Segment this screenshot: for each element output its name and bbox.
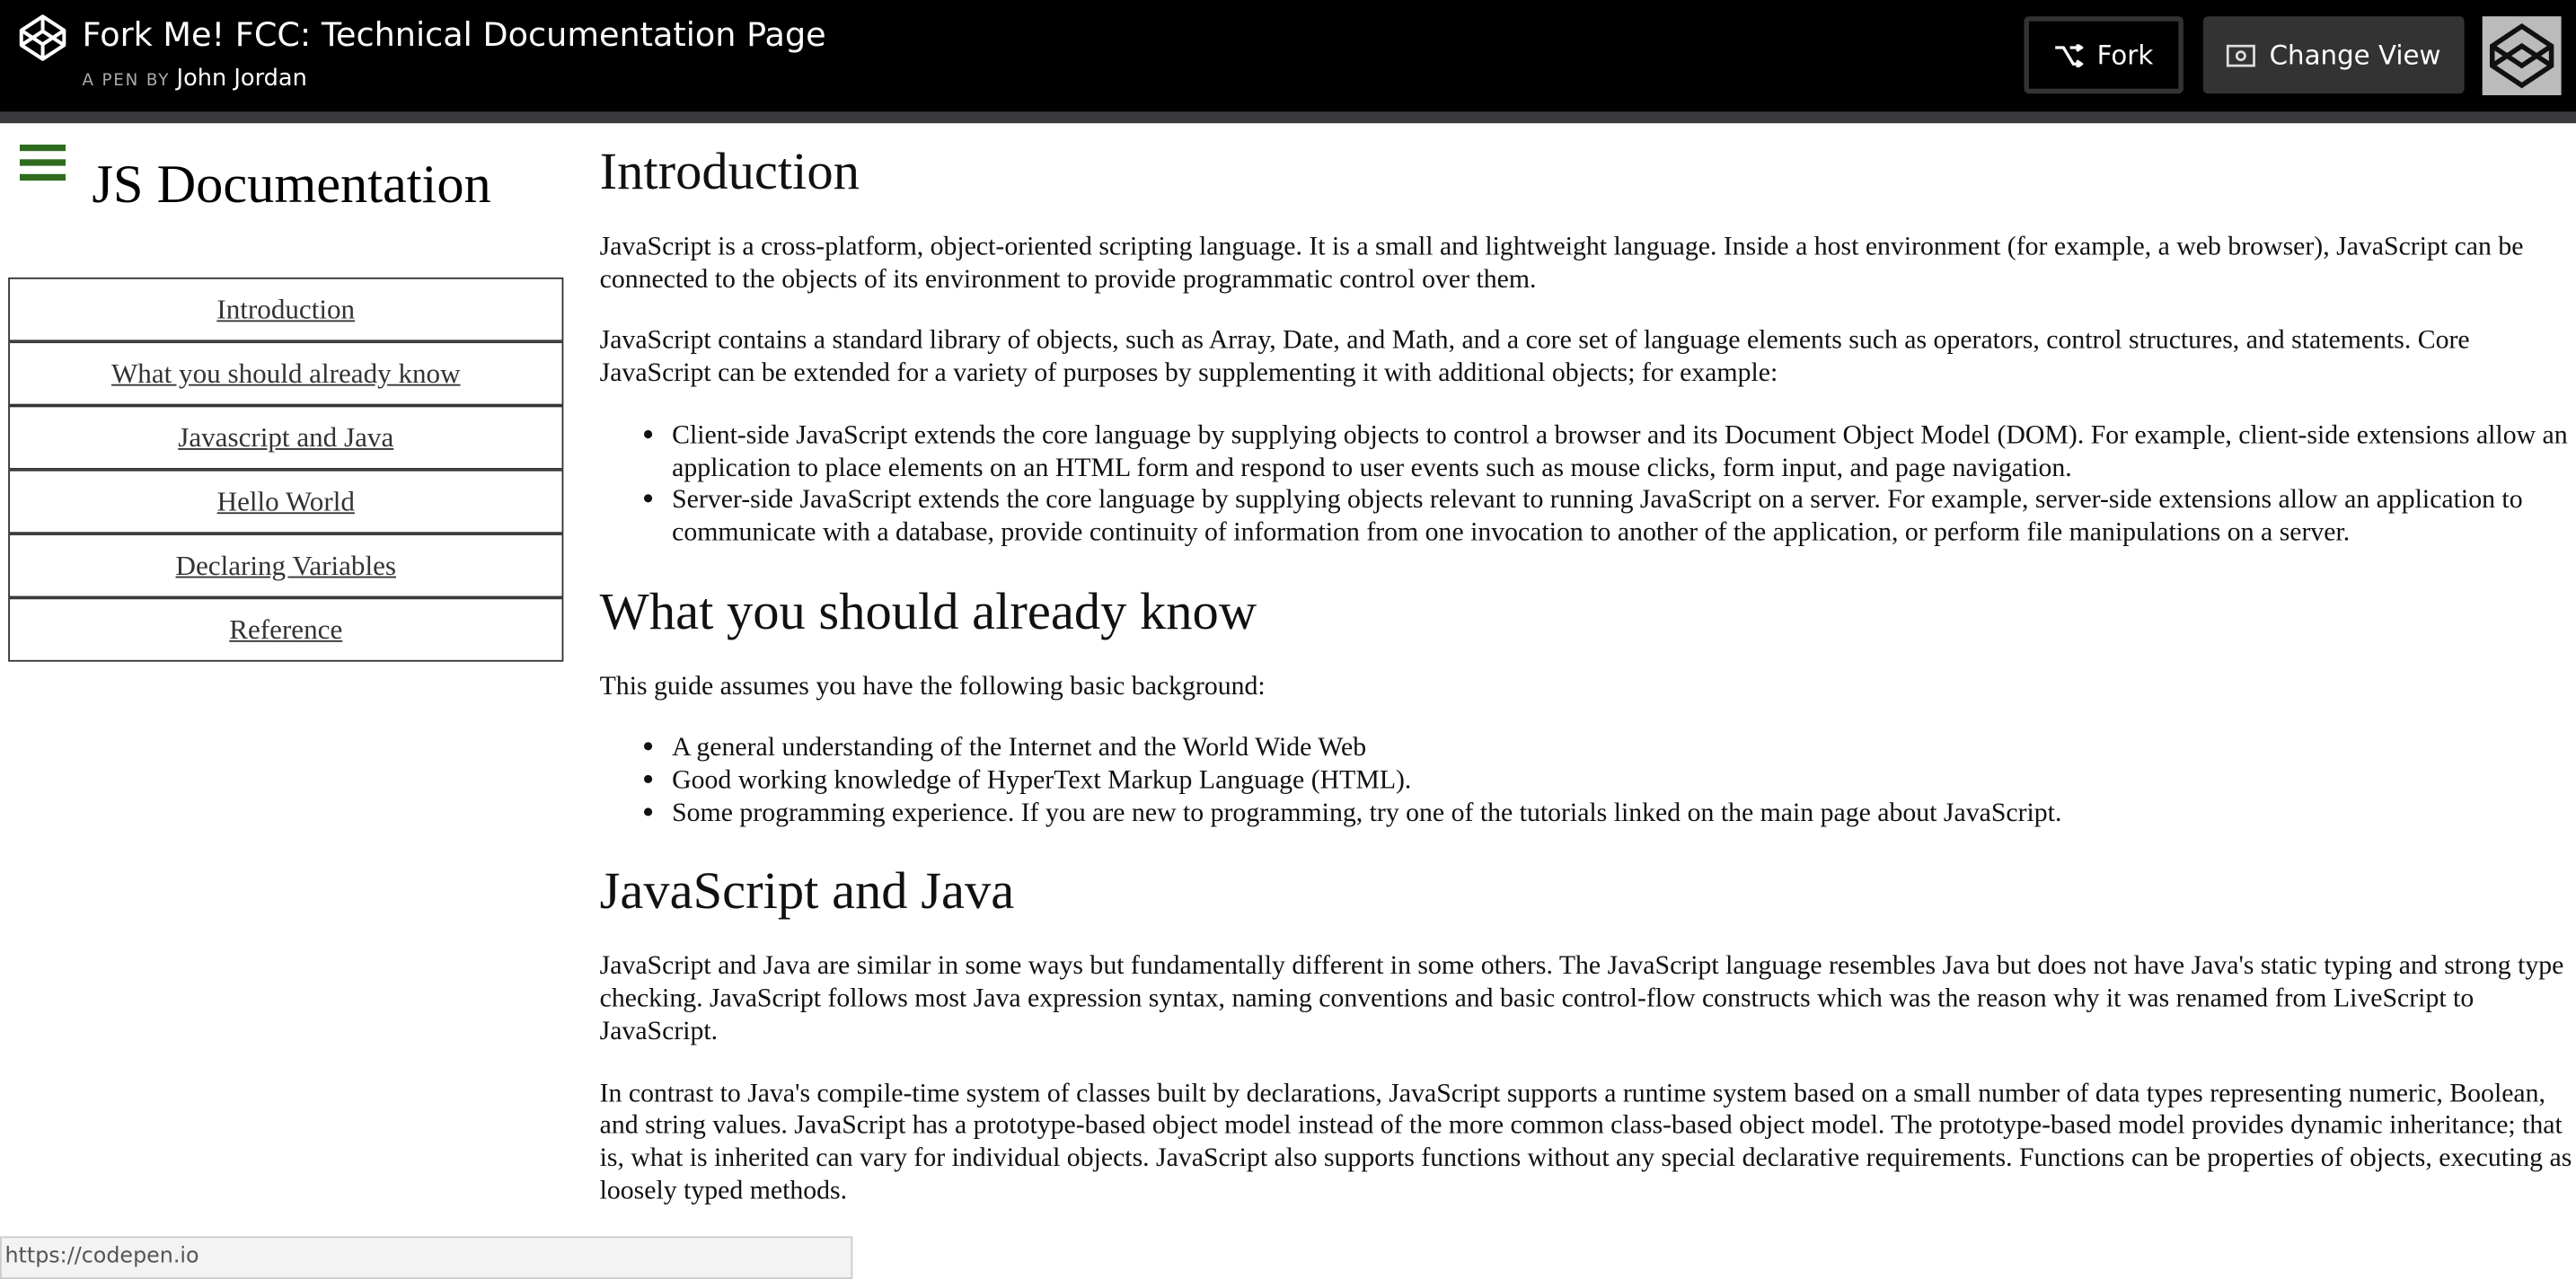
doc-section: What you should already know This guide a… (600, 578, 2576, 828)
fork-button[interactable]: Fork (2024, 16, 2183, 94)
doc-section: JavaScript and Java JavaScript and Java a… (600, 858, 2576, 1205)
list-item: Server-side JavaScript extends the core … (672, 483, 2576, 548)
section-heading: What you should already know (599, 580, 1257, 640)
bullet-list: A general understanding of the Internet … (600, 731, 2576, 828)
codepen-logo[interactable] (18, 13, 67, 63)
nav-link[interactable]: Hello World (8, 469, 564, 534)
fork-label: Fork (2096, 39, 2154, 71)
list-item: Good working knowledge of HyperText Mark… (672, 763, 2576, 796)
fork-icon (2055, 43, 2084, 67)
main-content: Introduction JavaScript is a cross-platfo… (600, 138, 2576, 1236)
paragraph: This guide assumes you have the followin… (599, 669, 1266, 701)
paragraph: JavaScript contains a standard library o… (599, 323, 2470, 388)
nav-link[interactable]: What you should already know (8, 341, 564, 406)
section-heading: JavaScript and Java (599, 860, 1015, 921)
sidebar-title: JS Documentation (92, 155, 491, 216)
paragraph: JavaScript and Java are similar in some … (599, 949, 2564, 1046)
menu-icon[interactable] (19, 144, 66, 184)
nav-list: Introduction What you should already know… (8, 277, 564, 662)
nav-link[interactable]: Introduction (8, 277, 564, 342)
paragraph: JavaScript is a cross-platform, object-o… (599, 229, 2524, 294)
pen-author: A PEN BY John Jordan (82, 66, 306, 92)
section-heading: Introduction (599, 141, 860, 201)
doc-section: Introduction JavaScript is a cross-platfo… (600, 138, 2576, 548)
author-link[interactable]: John Jordan (176, 66, 307, 93)
list-item: A general understanding of the Internet … (672, 731, 2576, 763)
nav-link[interactable]: Javascript and Java (8, 405, 564, 470)
status-bar: https://codepen.io (0, 1236, 853, 1279)
paragraph: In contrast to Java's compile-time syste… (599, 1076, 2572, 1205)
nav-link[interactable]: Reference (8, 597, 564, 662)
user-avatar[interactable] (2482, 16, 2562, 96)
list-item: Some programming experience. If you are … (672, 796, 2576, 828)
change-view-button[interactable]: Change View (2202, 16, 2465, 94)
header: Fork Me! FCC: Technical Documentation Pa… (0, 0, 2576, 124)
pen-title: Fork Me! FCC: Technical Documentation Pa… (82, 14, 826, 55)
list-item: Client-side JavaScript extends the core … (672, 419, 2576, 483)
view-icon (2227, 43, 2256, 66)
bullet-list: Client-side JavaScript extends the core … (600, 419, 2576, 548)
nav-link[interactable]: Declaring Variables (8, 534, 564, 598)
change-view-label: Change View (2269, 39, 2441, 71)
pen-by-label: A PEN BY (82, 72, 171, 91)
